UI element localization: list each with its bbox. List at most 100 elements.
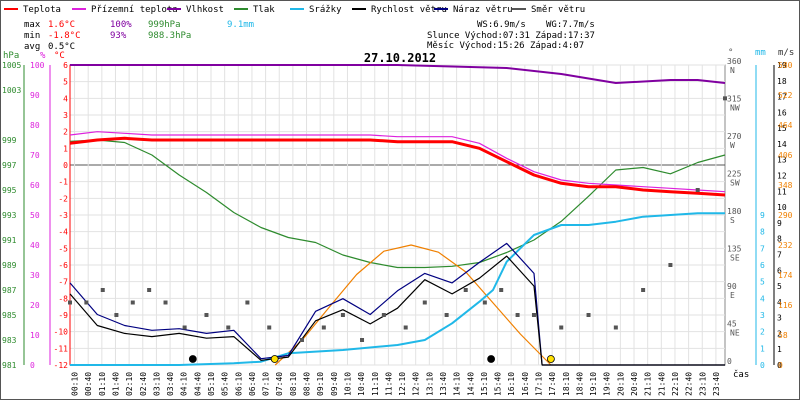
pct-tick-label: 100: [30, 61, 45, 70]
temp-tick-label: 2: [63, 128, 68, 137]
deg-tick-label: 225: [727, 170, 742, 179]
event-marker: [270, 355, 279, 363]
x-tick-label: 18:40: [575, 372, 584, 396]
pct-tick-label: 0: [30, 361, 35, 370]
axes: hPa1005100399999799599399198998798598398…: [2, 48, 794, 370]
wind-dir-mark: [360, 338, 365, 342]
temp-tick-label: 0: [63, 161, 68, 170]
temp-tick-label: -4: [58, 228, 68, 237]
chart-title: 27.10.2012: [364, 51, 436, 65]
x-tick-label: 07:10: [262, 372, 271, 396]
wm2-tick-label: 290: [778, 211, 793, 220]
wm2-tick-label: 174: [778, 271, 793, 280]
x-tick-label: 12:40: [412, 372, 421, 396]
wind-dir-mark: [114, 313, 119, 317]
deg-dir-label: NE: [730, 329, 740, 338]
stat-min-press: 988.3hPa: [148, 31, 191, 41]
temp-tick-label: 6: [63, 61, 68, 70]
mm-tick-label: 3: [760, 311, 765, 320]
x-tick-label: 10:40: [357, 372, 366, 396]
stat-min-temp: -1.8°C: [48, 31, 81, 41]
deg-dir-label: W: [730, 141, 735, 150]
x-tick-label: 14:10: [453, 372, 462, 396]
temp-tick-label: -6: [58, 261, 68, 270]
x-tick-label: 04:40: [193, 372, 202, 396]
temp-tick-label: -7: [58, 278, 68, 287]
temp-tick-label: -11: [54, 344, 69, 353]
x-tick-label: 16:10: [507, 372, 516, 396]
deg-tick-label: 0: [727, 357, 732, 366]
series-sun-line: [274, 244, 552, 366]
temp-tick-label: -5: [58, 244, 68, 253]
wind-dir-mark: [613, 325, 618, 330]
wm2-tick-label: 580: [778, 61, 793, 70]
legend-label-4: Srážky: [309, 5, 342, 15]
stat-min-hum: 93%: [110, 31, 127, 41]
wm2-tick-label: 464: [778, 121, 793, 130]
deg-tick-label: 360: [727, 57, 742, 66]
x-tick-label: 23:10: [698, 372, 707, 396]
wind-dir-mark: [245, 300, 250, 305]
wm2-tick-label: 116: [778, 301, 793, 310]
x-tick-label: 00:10: [71, 372, 80, 396]
hpa-tick-label: 985: [2, 311, 17, 320]
series-wind-line: [69, 255, 725, 366]
ms-tick-label: 4: [777, 298, 782, 307]
hpa-tick-label: 1003: [2, 86, 21, 95]
pct-tick-label: 30: [30, 271, 40, 280]
x-tick-label: 01:10: [98, 372, 107, 396]
wind-dir-mark: [515, 313, 520, 317]
wind-dir-mark: [668, 263, 673, 267]
deg-tick-label: 270: [727, 132, 742, 141]
mm-tick-label: 7: [760, 244, 765, 253]
series-temp-line: [69, 136, 726, 197]
x-tick-label: 12:10: [398, 372, 407, 396]
temp-tick-label: -12: [54, 361, 69, 370]
x-tick-label: 21:10: [644, 372, 653, 396]
wm2-tick-label: 232: [778, 241, 793, 250]
legend: Teplota Přízemní teplota Vlhkost Tlak Srážky…: [4, 5, 585, 15]
wind-dir-mark: [182, 325, 187, 330]
x-tick-label: 00:40: [84, 372, 93, 396]
temp-tick-label: -2: [58, 194, 68, 203]
ms-tick-label: 5: [777, 282, 782, 291]
ms-tick-label: 1: [777, 345, 782, 354]
temp-tick-label: 5: [63, 78, 68, 87]
hpa-tick-label: 997: [2, 161, 17, 170]
ms-tick-label: 17: [777, 93, 787, 102]
wind-dir-mark: [321, 325, 326, 330]
hpa-tick-label: 981: [2, 361, 17, 370]
x-tick-label: 17:10: [535, 372, 544, 396]
temp-tick-label: 4: [63, 94, 68, 103]
hpa-tick-label: 995: [2, 186, 17, 195]
stat-sun-times: Slunce Východ:07:31 Západ:17:37: [427, 31, 595, 41]
legend-label-6: Náraz větru: [453, 5, 513, 15]
wind-dir-mark: [422, 300, 427, 305]
stat-max-rain: 9.1mm: [227, 20, 254, 30]
legend-label-2: Vlhkost: [186, 5, 224, 15]
ms-tick-label: 12: [777, 172, 787, 181]
mm-unit-label: mm: [755, 48, 766, 58]
deg-dir-label: N: [730, 66, 735, 75]
deg-tick-label: 135: [727, 245, 742, 254]
deg-dir-label: E: [730, 291, 735, 300]
wind-dir-mark: [130, 300, 135, 305]
wm2-tick-label: 348: [778, 181, 793, 190]
x-tick-label: 03:10: [152, 372, 161, 396]
legend-label-0: Teplota: [23, 5, 61, 15]
x-tick-label: 10:10: [343, 372, 352, 396]
wind-dir-mark: [147, 288, 152, 292]
wind-dir-mark: [723, 96, 727, 101]
stat-avg-temp: 0.5°C: [48, 42, 75, 52]
pct-tick-label: 40: [30, 241, 40, 250]
mm-tick-label: 5: [760, 278, 765, 287]
event-marker: [487, 355, 496, 363]
stat-max-hum: 100%: [110, 20, 132, 30]
x-tick-label: 15:40: [494, 372, 503, 396]
ms-tick-label: 15: [777, 124, 787, 133]
x-tick-label: 04:10: [180, 372, 189, 396]
x-tick-label: 05:40: [221, 372, 230, 396]
x-tick-label: 13:40: [439, 372, 448, 396]
x-tick-label: 08:40: [303, 372, 312, 396]
pct-tick-label: 60: [30, 181, 40, 190]
